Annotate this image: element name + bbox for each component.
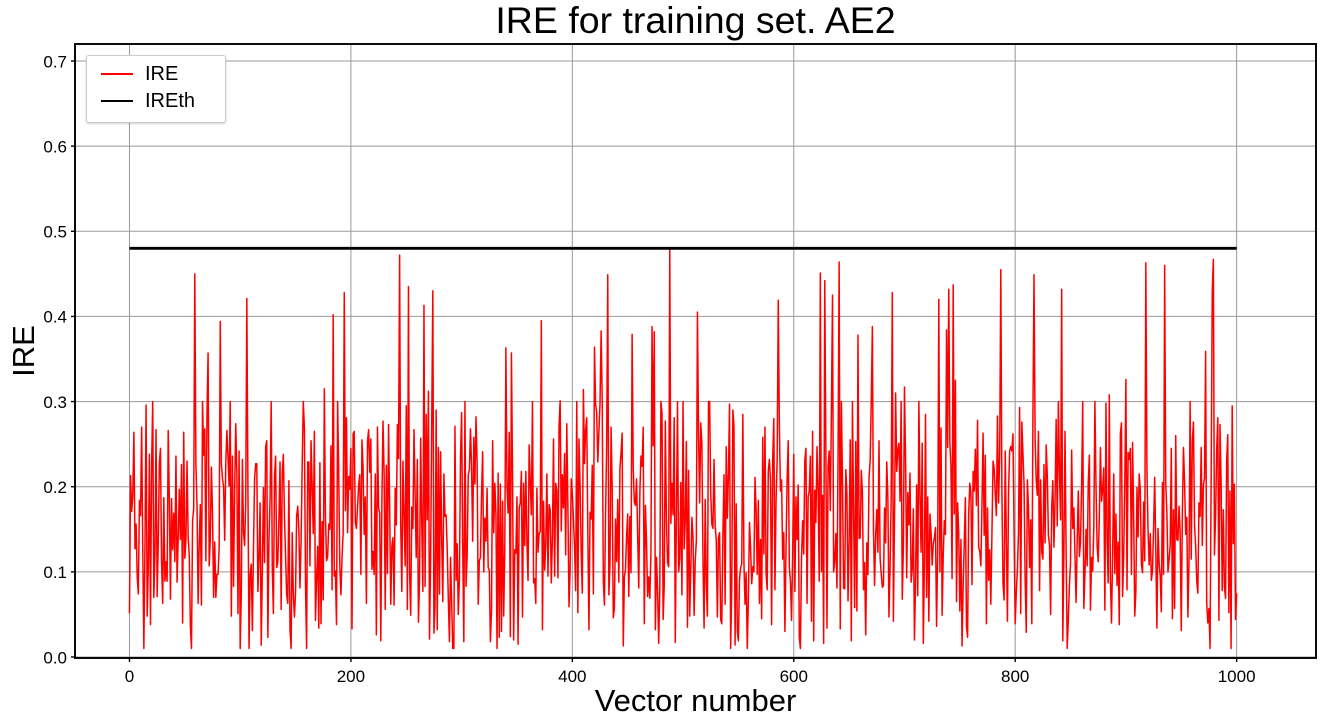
svg-text:400: 400	[558, 667, 586, 686]
svg-text:0.5: 0.5	[43, 223, 67, 242]
svg-text:0.6: 0.6	[43, 137, 67, 156]
svg-text:800: 800	[1001, 667, 1029, 686]
svg-text:0.0: 0.0	[43, 648, 67, 667]
svg-text:0.2: 0.2	[43, 478, 67, 497]
svg-text:1000: 1000	[1218, 667, 1256, 686]
svg-text:0.7: 0.7	[43, 52, 67, 71]
svg-text:0.4: 0.4	[43, 308, 67, 327]
svg-text:0.3: 0.3	[43, 393, 67, 412]
svg-text:0.1: 0.1	[43, 563, 67, 582]
svg-text:600: 600	[780, 667, 808, 686]
svg-text:0: 0	[125, 667, 134, 686]
svg-text:200: 200	[337, 667, 365, 686]
